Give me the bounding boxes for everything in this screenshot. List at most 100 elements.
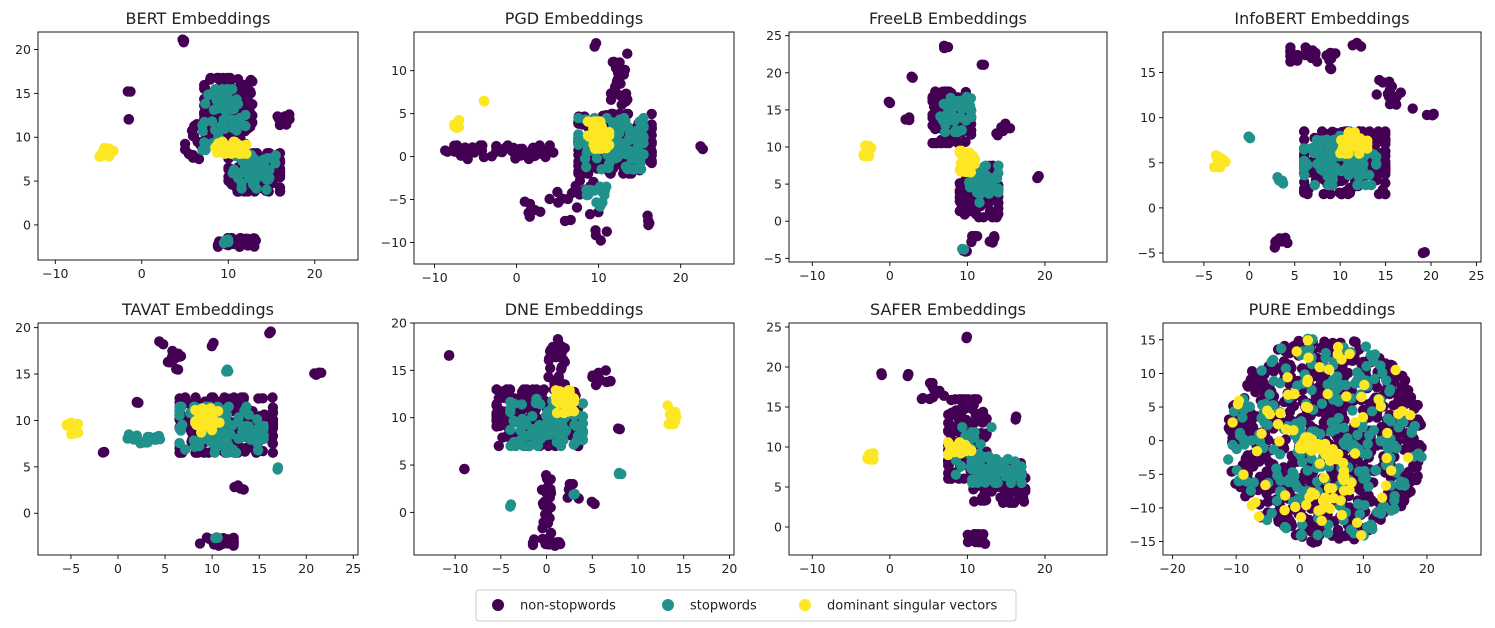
point-dominant-singular-vector — [1322, 388, 1333, 400]
point-stopword — [1363, 481, 1374, 492]
point-dominant-singular-vector — [954, 145, 965, 156]
point-non-stopword — [245, 75, 257, 86]
point-non-stopword — [555, 538, 566, 550]
point-non-stopword — [240, 101, 252, 113]
point-non-stopword — [172, 364, 184, 375]
point-stopword — [527, 411, 538, 422]
y-tick-label: 15 — [1140, 65, 1156, 80]
point-dominant-singular-vector — [1335, 495, 1346, 506]
point-stopword — [216, 434, 227, 445]
point-non-stopword — [1010, 414, 1021, 425]
point-dominant-singular-vector — [960, 439, 971, 451]
point-non-stopword — [257, 393, 268, 404]
point-non-stopword — [1299, 126, 1310, 137]
scatter-points — [443, 334, 682, 551]
point-dominant-singular-vector — [1316, 515, 1327, 526]
point-stopword — [1271, 495, 1283, 507]
point-non-stopword — [1371, 89, 1382, 100]
y-tick-label: 15 — [15, 367, 31, 382]
point-non-stopword — [931, 137, 942, 149]
y-tick-label: 0 — [1148, 200, 1156, 215]
point-dominant-singular-vector — [959, 166, 971, 177]
point-non-stopword — [544, 353, 555, 364]
point-non-stopword — [607, 56, 618, 68]
y-tick-label: 10 — [391, 63, 407, 78]
point-stopword — [1366, 406, 1378, 417]
point-stopword — [1366, 179, 1377, 191]
point-non-stopword — [231, 236, 242, 247]
point-dominant-singular-vector — [1359, 379, 1370, 391]
point-non-stopword — [985, 206, 996, 217]
point-dominant-singular-vector — [1330, 448, 1341, 459]
point-stopword — [577, 398, 589, 409]
point-non-stopword — [959, 208, 971, 219]
x-tick-label: 25 — [345, 561, 361, 576]
panel-bert-embeddings: BERT Embeddings −10 0 10 20 0 5 10 15 20 — [15, 9, 359, 281]
point-non-stopword — [622, 48, 633, 59]
point-stopword — [1280, 363, 1292, 374]
point-non-stopword — [462, 153, 473, 165]
point-dominant-singular-vector — [1396, 406, 1408, 417]
point-non-stopword — [238, 484, 249, 495]
point-dominant-singular-vector — [190, 417, 201, 429]
point-stopword — [1295, 530, 1307, 541]
point-stopword — [176, 401, 187, 412]
point-dominant-singular-vector — [479, 96, 490, 107]
point-stopword — [585, 184, 596, 196]
panel-title: FreeLB Embeddings — [869, 9, 1027, 28]
point-stopword — [174, 409, 185, 421]
point-non-stopword — [948, 422, 959, 433]
point-stopword — [1324, 171, 1336, 183]
point-stopword — [1324, 141, 1335, 153]
point-stopword — [1370, 465, 1381, 476]
point-stopword — [1333, 412, 1344, 424]
point-stopword — [1256, 413, 1267, 424]
x-tick-label: −5 — [62, 561, 80, 576]
legend-frame — [475, 589, 1017, 622]
point-stopword — [1359, 465, 1370, 477]
point-stopword — [1368, 425, 1379, 436]
point-dominant-singular-vector — [1313, 505, 1324, 516]
x-tick-label: 0 — [138, 266, 146, 281]
point-non-stopword — [527, 537, 539, 549]
y-tick-label: 0 — [1148, 433, 1156, 448]
point-stopword — [1246, 435, 1257, 446]
point-dominant-singular-vector — [1351, 517, 1363, 528]
point-non-stopword — [540, 538, 551, 550]
point-dominant-singular-vector — [1350, 417, 1361, 428]
x-tick-label: −5 — [1195, 268, 1213, 283]
point-non-stopword — [1414, 439, 1425, 451]
y-tick-label: −10 — [381, 235, 407, 250]
point-non-stopword — [228, 537, 239, 548]
point-dominant-singular-vector — [102, 145, 113, 157]
point-non-stopword — [1240, 453, 1252, 464]
point-stopword — [1312, 529, 1324, 541]
point-stopword — [261, 184, 272, 195]
point-dominant-singular-vector — [1336, 144, 1348, 156]
point-stopword — [243, 421, 254, 432]
point-non-stopword — [497, 418, 508, 430]
point-non-stopword — [267, 392, 278, 403]
point-stopword — [505, 499, 517, 510]
point-dominant-singular-vector — [1246, 500, 1257, 511]
point-dominant-singular-vector — [555, 390, 567, 401]
point-dominant-singular-vector — [1338, 474, 1349, 486]
point-stopword — [982, 178, 993, 190]
point-dominant-singular-vector — [1320, 497, 1331, 508]
point-stopword — [154, 434, 166, 445]
point-stopword — [220, 235, 231, 246]
point-stopword — [527, 424, 538, 435]
point-stopword — [122, 433, 133, 444]
x-tick-label: 0 — [1245, 268, 1253, 283]
point-dominant-singular-vector — [1300, 401, 1312, 412]
point-stopword — [966, 474, 978, 485]
point-stopword — [956, 461, 967, 472]
x-tick-label: 0 — [886, 268, 894, 283]
point-non-stopword — [566, 187, 578, 199]
point-stopword — [233, 433, 244, 444]
point-stopword — [223, 366, 234, 377]
y-tick-label: −15 — [1130, 534, 1156, 549]
point-dominant-singular-vector — [584, 131, 595, 142]
point-stopword — [1389, 495, 1400, 506]
point-non-stopword — [542, 518, 554, 529]
